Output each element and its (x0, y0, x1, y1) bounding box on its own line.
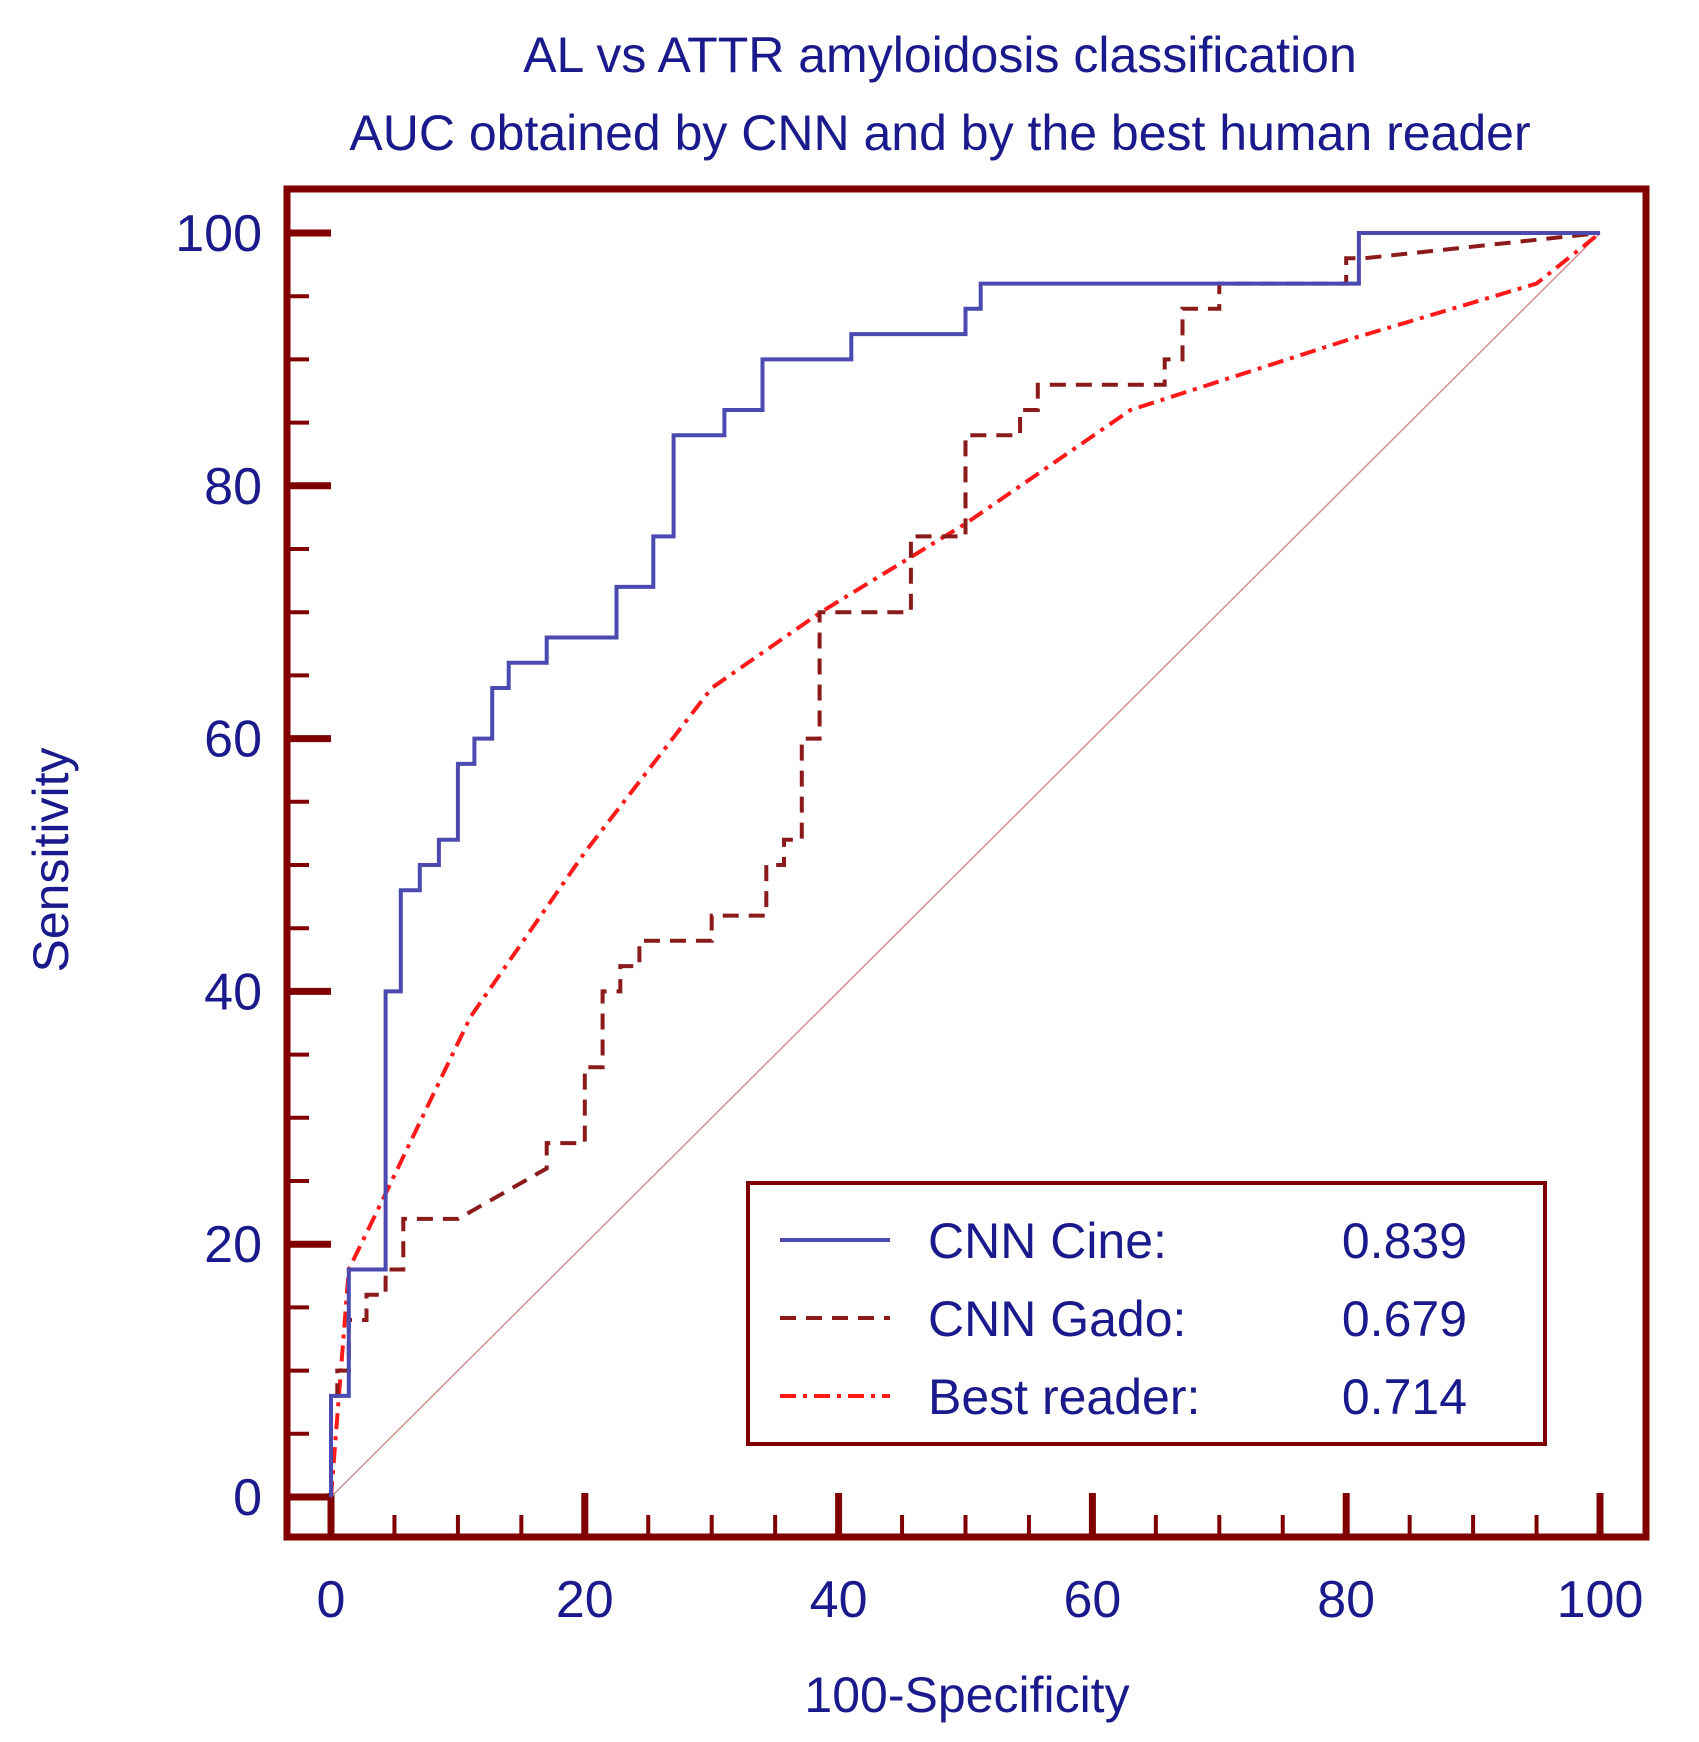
x-tick-label: 100 (1557, 1571, 1644, 1629)
y-tick-label: 40 (204, 963, 262, 1021)
series-line-dashdot (329, 231, 1602, 1498)
y-tick-label: 100 (175, 205, 262, 263)
legend-series-name: Best reader: (928, 1369, 1200, 1425)
y-tick-label: 20 (204, 1216, 262, 1274)
legend-series-name: CNN Cine: (928, 1213, 1167, 1269)
y-tick-label: 60 (204, 711, 262, 769)
reference-diagonal-line (330, 232, 1601, 1498)
legend-auc-value: 0.714 (1342, 1369, 1467, 1425)
plot-frame (283, 185, 1650, 1541)
x-axis-label: 100-Specificity (804, 1667, 1129, 1723)
legend-box (746, 1181, 1547, 1446)
chart-title: AL vs ATTR amyloidosis classification (523, 27, 1357, 83)
chart-subtitle: AUC obtained by CNN and by the best huma… (349, 105, 1530, 161)
legend-series-name: CNN Gado: (928, 1291, 1186, 1347)
series-line-solid (329, 231, 1600, 1497)
y-tick-label: 80 (204, 458, 262, 516)
y-axis-label: Sensitivity (23, 747, 79, 972)
legend: CNN Cine: 0.839 CNN Gado: 0.679 Best reader:… (746, 1181, 1547, 1446)
plot-lines (329, 231, 1602, 1498)
y-tick-label: 0 (233, 1469, 262, 1527)
axes: 0 20 40 60 80 100 0 20 40 60 80 100 (175, 205, 1643, 1629)
x-tick-label: 0 (317, 1571, 346, 1629)
legend-auc-value: 0.839 (1342, 1213, 1467, 1269)
x-tick-label: 80 (1317, 1571, 1375, 1629)
legend-auc-value: 0.679 (1342, 1291, 1467, 1347)
x-tick-label: 40 (810, 1571, 868, 1629)
series-line-dashed (329, 231, 1601, 1497)
x-tick-label: 60 (1063, 1571, 1121, 1629)
x-tick-label: 20 (556, 1571, 614, 1629)
